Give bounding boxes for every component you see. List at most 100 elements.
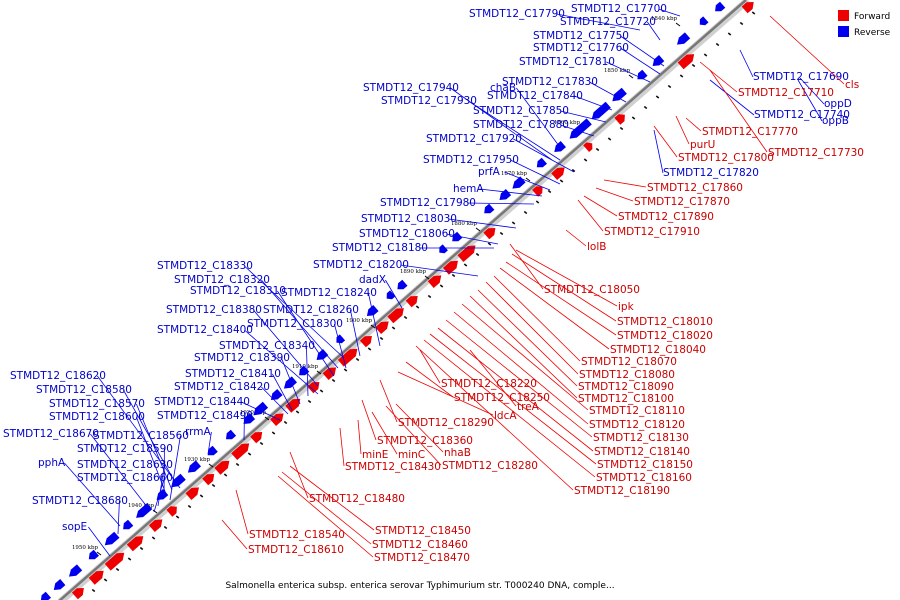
forward-gene-leader-line	[371, 411, 398, 455]
scale-tick-label: 1850 kbp	[604, 68, 631, 74]
forward-gene-label-group: STMDT12_C18090	[477, 289, 674, 393]
reverse-gene-leader-line	[350, 309, 361, 357]
reverse-gene-leader-line	[64, 462, 121, 527]
scale-tick-label: 1910 kbp	[292, 364, 319, 370]
forward-gene-arrow	[166, 506, 177, 517]
reverse-gene-label-group: STMDT12_C18060	[359, 228, 499, 245]
forward-gene-leader-line	[397, 371, 494, 416]
reverse-gene-leader-line	[385, 279, 403, 309]
reverse-gene-arrow	[652, 55, 665, 66]
reverse-gene-leader-line	[620, 47, 661, 75]
reverse-gene-label: STMDT12_C18390	[194, 352, 290, 364]
reverse-genes	[40, 1, 726, 600]
reverse-gene-label-group: STMDT12_C17720	[560, 16, 661, 41]
reverse-gene-leader-line	[136, 416, 167, 495]
forward-gene-label: STMDT12_C18360	[377, 435, 473, 447]
forward-gene-label-group: ldcA	[397, 371, 517, 422]
scale-tick-mark	[208, 463, 214, 468]
forward-gene-label: STMDT12_C18040	[610, 344, 706, 356]
reverse-gene-leader-line	[468, 100, 561, 161]
reverse-gene-label: STMDT12_C17950	[423, 154, 519, 166]
reverse-gene-arrow	[715, 1, 726, 12]
reverse-gene-leader-line	[281, 357, 301, 405]
forward-gene-label: lolB	[587, 241, 606, 253]
forward-gene-label: STMDT12_C17910	[604, 226, 700, 238]
forward-gene-leader-line	[709, 69, 768, 153]
forward-gene-arrow	[202, 474, 215, 486]
reverse-gene-label: STMDT12_C17940	[363, 82, 459, 94]
forward-gene-arrow	[71, 588, 84, 600]
reverse-gene-label-group: STMDT12_C18240	[281, 287, 381, 347]
reverse-gene-label-group: STMDT12_C17760	[533, 42, 661, 75]
reverse-gene-leader-line	[334, 323, 347, 369]
reverse-gene-label-group: STMDT12_C17750	[533, 30, 665, 67]
reverse-gene-arrow	[612, 87, 627, 102]
legend-forward-swatch	[838, 10, 849, 21]
forward-gene-label: STMDT12_C18070	[581, 356, 677, 368]
scale-tick-mark	[316, 370, 322, 375]
reverse-gene-label-group: STMDT12_C18310	[190, 285, 335, 377]
forward-gene-leader-line	[235, 489, 249, 535]
reverse-gene-label: hemA	[453, 183, 484, 195]
forward-gene-leader-line	[415, 345, 574, 491]
forward-gene-leader-line	[515, 249, 618, 307]
forward-gene-label-group: STMDT12_C18140	[437, 327, 690, 458]
scale-tick-label: 1860 kbp	[554, 120, 581, 126]
reverse-gene-label-group: pphA	[38, 457, 121, 527]
scale-tick-label: 1920 kbp	[240, 410, 267, 416]
forward-gene-arrow	[250, 432, 263, 444]
reverse-gene-leader-line	[97, 375, 181, 489]
forward-gene-label-group: STMDT12_C18470	[277, 475, 470, 564]
forward-gene-leader-line	[565, 229, 587, 247]
orf-tick	[127, 557, 132, 561]
reverse-gene-leader-line	[647, 21, 661, 41]
forward-gene-leader-line	[769, 15, 845, 85]
forward-gene-label: STMDT12_C18220	[441, 378, 537, 390]
scale-tick-mark	[525, 177, 531, 182]
legend-forward-label: Forward	[854, 12, 890, 22]
reverse-gene-label-group: STMDT12_C17840	[487, 90, 613, 111]
reverse-gene-leader-line	[136, 403, 173, 491]
scale-ticks: 1840 kbp 1850 kbp 1860 kbp 1870 kbp 1880 kbp…	[72, 11, 756, 593]
orf-tick	[367, 347, 372, 351]
forward-gene-label: STMDT12_C18470	[374, 552, 470, 564]
forward-gene-leader-line	[339, 427, 345, 467]
reverse-gene-label-group: STMDT12_C18670	[3, 428, 149, 509]
reverse-gene-leader-line	[799, 77, 825, 105]
forward-gene-arrow	[483, 228, 496, 240]
orf-tick	[115, 567, 120, 572]
reverse-gene-label-group: STMDT12_C18680	[32, 495, 128, 535]
reverse-gene-leader-line	[556, 13, 641, 31]
orf-tick	[199, 494, 204, 498]
reverse-gene-label: STMDT12_C18400	[157, 324, 253, 336]
reverse-gene-label: prfA	[478, 166, 501, 178]
forward-gene-label: cls	[845, 79, 859, 91]
forward-gene-label: STMDT12_C18610	[248, 544, 344, 556]
orf-tick	[643, 105, 648, 110]
orf-tick	[751, 11, 756, 15]
orf-tick	[547, 189, 552, 194]
reverse-gene-arrow	[397, 279, 408, 290]
orf-tick	[295, 410, 300, 414]
forward-gene-label: ldcA	[494, 410, 517, 422]
forward-gene-label-group: STMDT12_C17800	[653, 125, 774, 164]
reverse-gene-label: STMDT12_C18580	[36, 384, 132, 396]
orf-tick	[355, 357, 360, 362]
forward-gene-label: STMDT12_C18460	[372, 539, 468, 551]
forward-gene-arrow	[322, 367, 337, 380]
reverse-gene-label: STMDT12_C17720	[560, 16, 656, 28]
forward-gene-leader-line	[289, 465, 375, 531]
reverse-gene-arrow	[316, 349, 329, 360]
forward-gene-leader-line	[699, 61, 738, 93]
reverse-gene-leader-line	[244, 265, 345, 359]
forward-gene-label-group: STMDT12_C18610	[221, 519, 344, 556]
reverse-gene-leader-line	[306, 345, 309, 397]
forward-gene-label: ipk	[618, 301, 635, 313]
reverse-gene-arrow	[484, 203, 495, 214]
reverse-gene-leader-line	[261, 386, 289, 415]
scale-tick-mark	[264, 416, 270, 421]
forward-gene-leader-line	[469, 349, 517, 407]
reverse-gene-arrow	[699, 16, 709, 26]
forward-gene-arrow	[387, 308, 404, 324]
reverse-gene-leader-line	[560, 124, 595, 137]
